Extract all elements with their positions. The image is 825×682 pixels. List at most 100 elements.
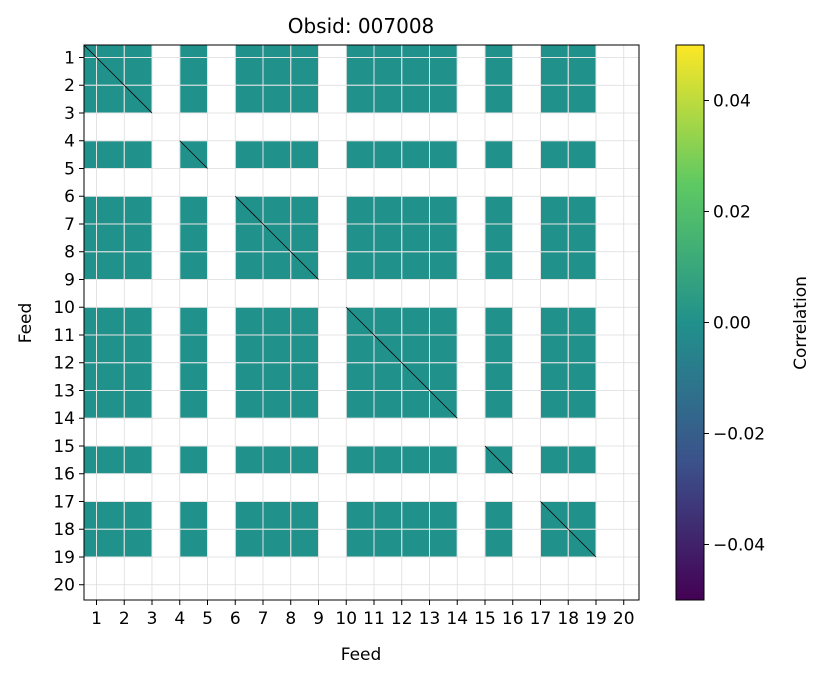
y-tick-label: 2 [64, 76, 75, 96]
heatmap-cell [429, 363, 457, 390]
heatmap-cell [263, 307, 291, 335]
heatmap-cell [402, 529, 429, 557]
heatmap-cell [84, 224, 96, 252]
heatmap-cell [540, 252, 568, 279]
heatmap-cell [485, 196, 513, 224]
heatmap-cell [124, 363, 152, 390]
heatmap-cell [402, 57, 429, 85]
heatmap-cell [180, 85, 207, 113]
heatmap-cell [374, 57, 402, 85]
diagonal-marker [179, 140, 208, 169]
heatmap-cell [96, 446, 124, 474]
y-tick-label: 18 [53, 520, 75, 540]
x-tick-label: 4 [174, 609, 185, 629]
heatmap-cell [291, 335, 318, 363]
diagonal-marker [84, 45, 97, 58]
heatmap-cell [291, 57, 318, 85]
heatmap-cell [180, 335, 207, 363]
heatmap-cell [84, 307, 96, 335]
heatmap-cell [124, 45, 152, 57]
heatmap-cell [180, 529, 207, 557]
y-tick-label: 20 [53, 576, 75, 596]
diagonal-marker [262, 223, 292, 253]
heatmap-cell [485, 363, 513, 390]
heatmap-cell [180, 501, 207, 529]
y-axis-label: Feed [16, 303, 36, 344]
diagonal-marker [123, 84, 153, 114]
y-tick-label: 7 [64, 215, 75, 235]
y-tick-label: 13 [53, 381, 75, 401]
heatmap-cell [84, 363, 96, 390]
heatmap-cell [402, 45, 429, 57]
diagonal-marker [234, 195, 264, 225]
x-tick-label: 11 [363, 609, 385, 629]
heatmap-cell [374, 224, 402, 252]
x-tick-label: 20 [613, 609, 635, 629]
heatmap-cell [568, 141, 596, 168]
heatmap-cell [402, 252, 429, 279]
heatmap-cell [346, 390, 374, 418]
y-tick-label: 16 [53, 465, 75, 485]
x-tick-label: 9 [313, 609, 324, 629]
heatmap-cell [263, 335, 291, 363]
plot-clip-group [84, 45, 639, 600]
heatmap-cell [180, 446, 207, 474]
y-tick-label: 4 [64, 132, 75, 152]
heatmap-cell [485, 252, 513, 279]
heatmap-cell [263, 57, 291, 85]
heatmap-cell [96, 141, 124, 168]
heatmap-cell [374, 363, 402, 390]
colorbar-tick-label: −0.04 [713, 536, 765, 556]
heatmap-cell [235, 446, 263, 474]
y-tick-label: 14 [53, 409, 75, 429]
heatmap-cell [568, 335, 596, 363]
y-tick-label: 10 [53, 298, 75, 318]
heatmap-cell [96, 307, 124, 335]
heatmap-cell [180, 252, 207, 279]
heatmap-cell [124, 224, 152, 252]
heatmap-cell [96, 224, 124, 252]
heatmap-cell [96, 501, 124, 529]
x-tick-label: 12 [391, 609, 413, 629]
heatmap-cell [96, 252, 124, 279]
y-tick-label: 12 [53, 354, 75, 374]
heatmap-cell [429, 141, 457, 168]
x-tick-label: 7 [258, 609, 269, 629]
heatmap-cell [263, 446, 291, 474]
heatmap-cell [235, 529, 263, 557]
heatmap-cell [429, 446, 457, 474]
colorbar-label: Correlation [791, 276, 811, 370]
heatmap-cell [429, 252, 457, 279]
heatmap-cell [124, 501, 152, 529]
heatmap-cell [346, 85, 374, 113]
diagonal-marker [345, 306, 375, 336]
heatmap-cell [235, 501, 263, 529]
heatmap-cell [235, 307, 263, 335]
y-tick-label: 9 [64, 270, 75, 290]
heatmap-cell [402, 307, 429, 335]
heatmap-cell [291, 390, 318, 418]
heatmap-cell [402, 390, 429, 418]
x-tick-label: 8 [285, 609, 296, 629]
heatmap-cell [263, 141, 291, 168]
heatmap-cell [346, 224, 374, 252]
heatmap-cell [263, 85, 291, 113]
y-tick-label: 1 [64, 48, 75, 68]
plot-area: 1122334455667788991010111112121313141415… [53, 44, 640, 629]
heatmap-cell [485, 224, 513, 252]
heatmap-cell [374, 501, 402, 529]
heatmap-cell [96, 390, 124, 418]
heatmap-cell [263, 390, 291, 418]
heatmap-cell [124, 196, 152, 224]
heatmap-cell [374, 196, 402, 224]
heatmap-cell [540, 446, 568, 474]
heatmap-cell [346, 335, 374, 363]
heatmap-cell [263, 529, 291, 557]
colorbar-tick-label: −0.02 [713, 425, 765, 445]
colorbar [675, 44, 705, 601]
heatmap-cell [402, 141, 429, 168]
x-tick-label: 3 [147, 609, 158, 629]
x-tick-label: 14 [446, 609, 468, 629]
diagonal-marker [401, 362, 430, 391]
heatmap-cell [429, 57, 457, 85]
